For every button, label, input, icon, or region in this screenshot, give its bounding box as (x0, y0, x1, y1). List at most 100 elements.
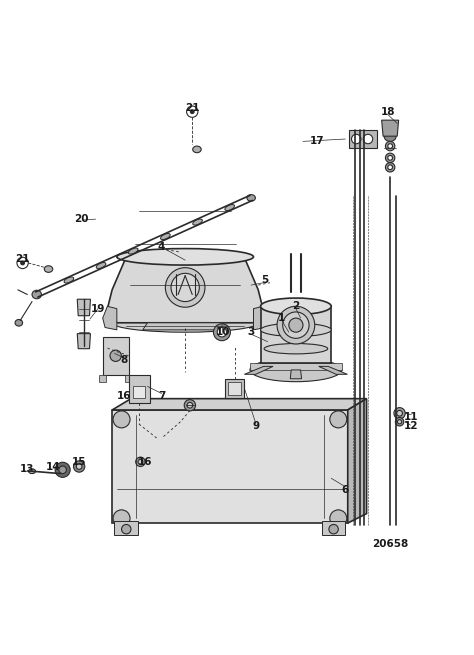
Text: 20658: 20658 (372, 539, 408, 550)
Circle shape (388, 143, 392, 149)
Text: 5: 5 (262, 275, 269, 286)
Circle shape (363, 134, 373, 143)
Ellipse shape (112, 313, 258, 332)
Text: 4: 4 (158, 242, 165, 252)
Circle shape (113, 510, 130, 527)
Ellipse shape (261, 324, 331, 337)
Circle shape (388, 155, 392, 160)
Polygon shape (77, 333, 91, 348)
Polygon shape (143, 323, 228, 330)
Polygon shape (382, 120, 399, 136)
Ellipse shape (264, 343, 328, 354)
Polygon shape (108, 250, 263, 323)
Circle shape (138, 459, 143, 464)
Polygon shape (77, 299, 91, 316)
Text: 1: 1 (278, 313, 285, 323)
Polygon shape (112, 399, 366, 410)
Text: 3: 3 (247, 328, 255, 337)
Circle shape (59, 466, 66, 474)
Circle shape (110, 350, 121, 362)
Text: 16: 16 (117, 391, 131, 401)
Circle shape (289, 318, 303, 332)
Circle shape (385, 141, 395, 151)
Polygon shape (228, 382, 241, 396)
Polygon shape (133, 386, 145, 398)
Text: 19: 19 (91, 304, 105, 314)
Ellipse shape (225, 204, 235, 211)
Ellipse shape (44, 266, 53, 272)
Polygon shape (112, 410, 348, 523)
Text: 14: 14 (46, 462, 61, 472)
Circle shape (55, 462, 70, 477)
Text: 2: 2 (292, 301, 300, 311)
Circle shape (395, 417, 404, 426)
Circle shape (394, 407, 405, 419)
Circle shape (21, 261, 25, 265)
Text: 20: 20 (74, 214, 89, 224)
Polygon shape (250, 363, 342, 370)
Polygon shape (261, 307, 331, 363)
Text: 6: 6 (342, 485, 349, 495)
Circle shape (165, 268, 205, 307)
Polygon shape (319, 366, 347, 374)
Text: 15: 15 (72, 457, 86, 467)
Circle shape (385, 153, 395, 162)
Circle shape (277, 307, 315, 344)
Text: 18: 18 (381, 107, 395, 117)
Polygon shape (254, 307, 268, 330)
Circle shape (136, 457, 145, 466)
Circle shape (191, 110, 194, 113)
Circle shape (187, 402, 193, 408)
Ellipse shape (32, 290, 41, 299)
Polygon shape (103, 307, 117, 330)
Circle shape (73, 461, 85, 472)
Polygon shape (348, 399, 366, 523)
Text: 13: 13 (20, 464, 35, 474)
Ellipse shape (117, 248, 254, 265)
Polygon shape (225, 379, 244, 398)
Text: 7: 7 (158, 391, 165, 401)
Circle shape (184, 400, 196, 411)
Text: 11: 11 (404, 412, 419, 422)
Circle shape (330, 510, 347, 527)
Circle shape (171, 273, 199, 301)
Circle shape (397, 411, 402, 416)
Ellipse shape (261, 298, 331, 314)
Text: 9: 9 (252, 421, 259, 432)
Text: 8: 8 (120, 356, 128, 365)
Circle shape (398, 420, 401, 424)
Ellipse shape (96, 263, 106, 269)
Ellipse shape (250, 358, 342, 382)
Polygon shape (349, 130, 377, 149)
Polygon shape (115, 521, 138, 535)
Circle shape (113, 411, 130, 428)
Ellipse shape (28, 469, 36, 474)
Ellipse shape (384, 132, 396, 141)
Text: 17: 17 (310, 136, 324, 146)
Polygon shape (125, 375, 132, 382)
Circle shape (213, 324, 230, 341)
Polygon shape (322, 521, 346, 535)
Text: 16: 16 (138, 457, 152, 467)
Circle shape (385, 162, 395, 172)
Circle shape (283, 312, 309, 339)
Circle shape (217, 328, 227, 337)
Polygon shape (290, 370, 301, 379)
Text: 10: 10 (216, 328, 230, 337)
Ellipse shape (247, 195, 255, 201)
Text: 12: 12 (404, 421, 419, 432)
Circle shape (352, 134, 361, 143)
Polygon shape (128, 375, 150, 403)
Ellipse shape (193, 219, 202, 225)
Circle shape (388, 165, 392, 170)
Ellipse shape (15, 320, 23, 326)
Circle shape (329, 525, 338, 534)
Polygon shape (99, 375, 107, 382)
Ellipse shape (64, 277, 74, 283)
Circle shape (76, 464, 82, 470)
Polygon shape (103, 337, 128, 375)
Ellipse shape (128, 248, 138, 254)
Circle shape (330, 411, 347, 428)
Text: 21: 21 (15, 254, 30, 264)
Ellipse shape (161, 234, 170, 240)
